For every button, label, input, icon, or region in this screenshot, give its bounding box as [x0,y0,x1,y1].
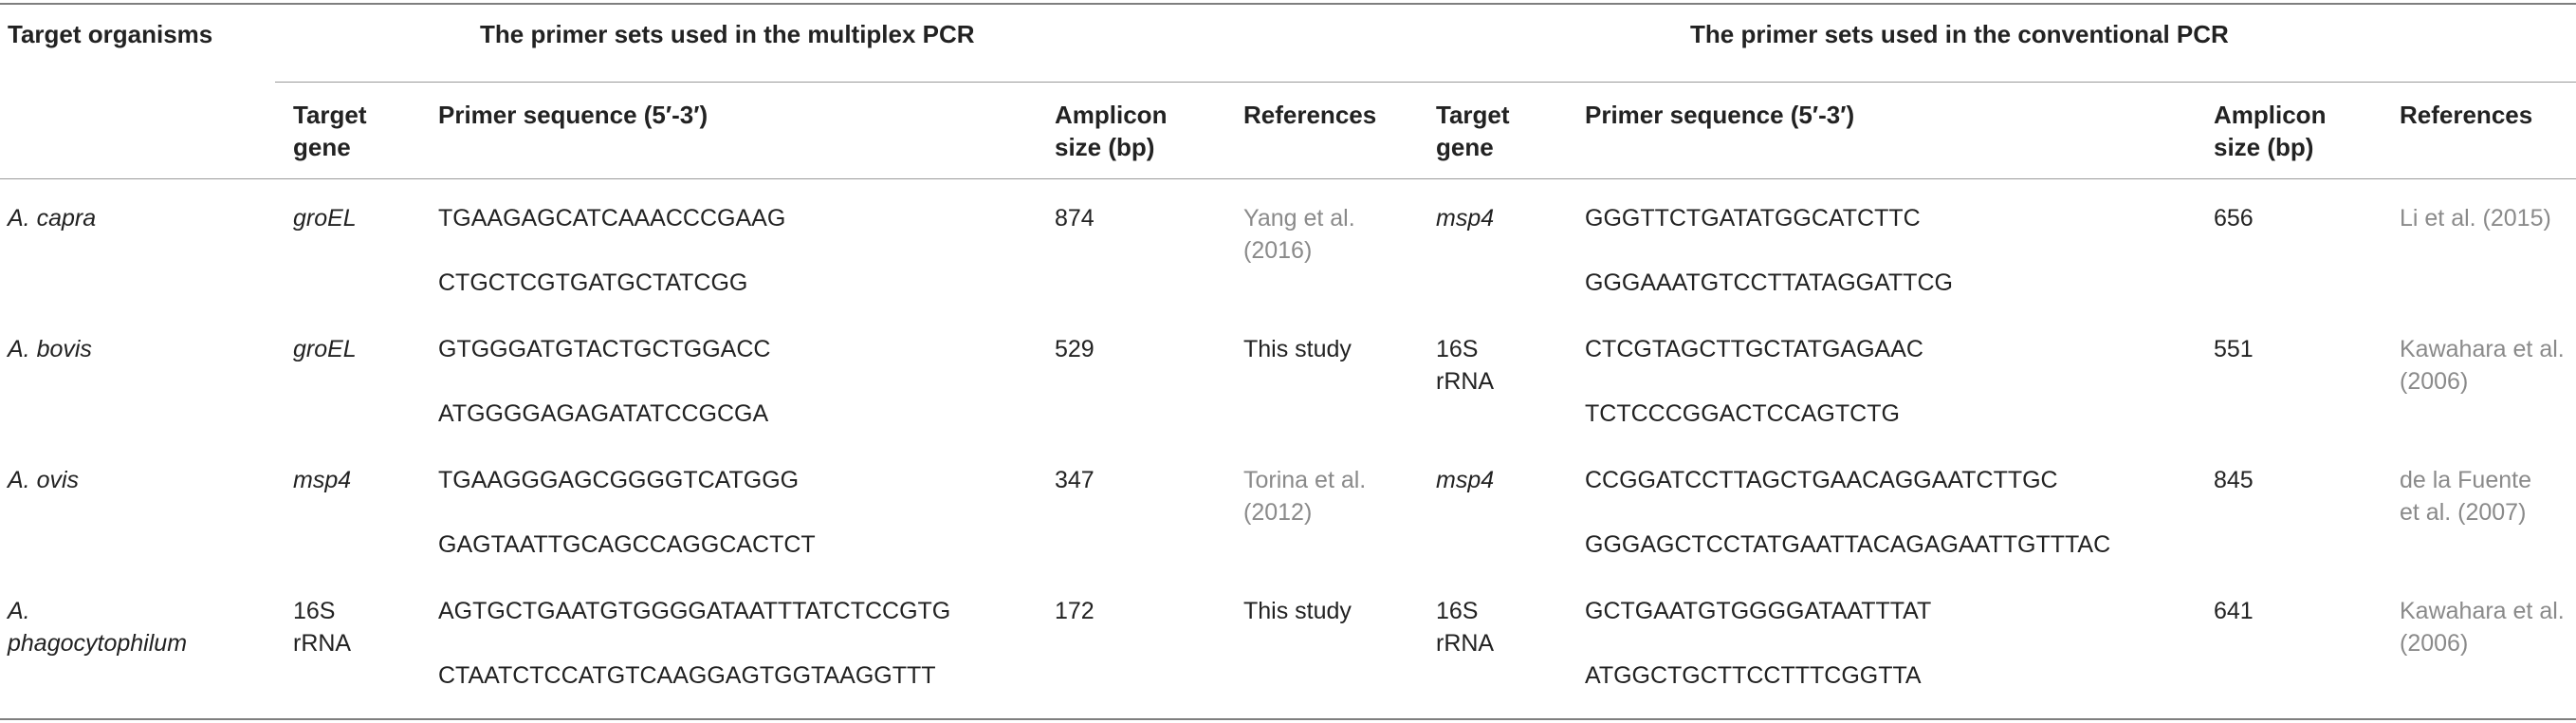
cell-multiplex-amplicon-size: 874 [1055,205,1095,232]
cell-multiplex-gene: groEL [293,202,357,234]
cell-multiplex-reference: This study [1243,333,1352,365]
cell-multiplex-reference-line: (2012) [1243,499,1313,526]
cell-conventional-gene-line: msp4 [1436,205,1495,232]
cell-conventional-primer-reverse: ATGGCTGCTTCCTTTCGGTTA [1585,662,1922,689]
m-header-references: References [1243,101,1377,129]
cell-conventional-primer-reverse: TCTCCCGGACTCCAGTCTG [1585,400,1900,427]
m-header-target-gene-line: gene [293,133,351,161]
cell-multiplex-gene: msp4 [293,464,351,496]
cell-conventional-primer-reverse: GGGAGCTCCTATGAATTACAGAGAATTGTTTAC [1585,531,2111,558]
cell-organism: A. ovis [8,464,79,496]
cell-conventional-reference-line: Li et al. (2015) [2400,205,2551,232]
cell-conventional-primer-reverse: GGGAAATGTCCTTATAGGATTCG [1585,269,1953,296]
cell-conventional-gene: 16S rRNA [1436,333,1494,398]
cell-organism: A. bovis [8,333,92,365]
header-target-organisms: Target organisms [8,20,213,48]
cell-multiplex-reference: Yang et al. (2016) [1243,202,1355,267]
cell-multiplex-primer-forward: TGAAGAGCATCAAACCCGAAG [438,205,786,232]
c-header-references: References [2400,101,2533,129]
cell-multiplex-primer-forward: TGAAGGGAGCGGGGTCATGGG [438,467,800,493]
cell-conventional-gene-line: msp4 [1436,467,1495,493]
c-header-target-gene-line: Target [1436,101,1510,129]
cell-conventional-primer-forward: CCGGATCCTTAGCTGAACAGGAATCTTGC [1585,467,2058,493]
cell-multiplex-reference-line: This study [1243,598,1352,624]
cell-multiplex-reference-line: This study [1243,336,1352,362]
cell-multiplex-gene-line: msp4 [293,467,352,493]
cell-multiplex-primer-forward: AGTGCTGAATGTGGGGATAATTTATCTCCGTG [438,598,951,624]
cell-organism-line: A. [8,598,30,624]
cell-multiplex-amplicon-size: 529 [1055,336,1095,362]
cell-organism-line: A. bovis [8,336,92,362]
m-header-amplicon-size: Amplicon size (bp) [1055,99,1167,163]
header-conventional-group: The primer sets used in the conventional… [1690,20,2229,48]
cell-multiplex-reference-line: Torina et al. [1243,467,1367,493]
cell-multiplex-gene-line: groEL [293,205,357,232]
cell-conventional-reference-line: (2006) [2400,368,2469,395]
cell-multiplex-gene-line: 16S [293,598,336,624]
cell-organism-line: phagocytophilum [8,630,188,657]
cell-conventional-gene-line: rRNA [1436,368,1495,395]
cell-multiplex-primer-reverse: ATGGGGAGAGATATCCGCGA [438,400,769,427]
cell-conventional-reference: Li et al. (2015) [2400,202,2551,234]
c-header-primer-sequence: Primer sequence (5′-3′) [1585,101,1855,129]
cell-conventional-primer-forward: CTCGTAGCTTGCTATGAGAAC [1585,336,1923,362]
cell-organism: A. capra [8,202,96,234]
cell-conventional-amplicon-size: 845 [2214,467,2254,493]
group-header-rule [275,82,2576,83]
m-header-primer-sequence: Primer sequence (5′-3′) [438,101,708,129]
cell-conventional-reference: de la Fuente et al. (2007) [2400,464,2531,528]
cell-multiplex-reference-line: Yang et al. [1243,205,1355,232]
cell-multiplex-reference-line: (2016) [1243,237,1313,264]
cell-multiplex-reference: This study [1243,595,1352,627]
cell-conventional-reference-line: Kawahara et al. [2400,336,2565,362]
c-header-amplicon-size: Amplicon size (bp) [2214,99,2326,163]
cell-multiplex-primer-reverse: GAGTAATTGCAGCCAGGCACTCT [438,531,816,558]
cell-conventional-reference: Kawahara et al. (2006) [2400,595,2565,659]
cell-organism-line: A. capra [8,205,97,232]
c-header-amplicon-size-line: size (bp) [2214,133,2314,161]
c-header-target-gene-line: gene [1436,133,1494,161]
cell-multiplex-gene-line: groEL [293,336,357,362]
table-bottom-rule [0,718,2576,720]
cell-multiplex-primer-reverse: CTGCTCGTGATGCTATCGG [438,269,748,296]
cell-conventional-reference: Kawahara et al. (2006) [2400,333,2565,398]
m-header-target-gene: Target gene [293,99,367,163]
m-header-target-gene-line: Target [293,101,367,129]
m-header-amplicon-size-line: Amplicon [1055,101,1168,129]
cell-conventional-gene: msp4 [1436,202,1494,234]
cell-conventional-amplicon-size: 551 [2214,336,2254,362]
cell-multiplex-gene: 16S rRNA [293,595,351,659]
c-header-amplicon-size-line: Amplicon [2214,101,2327,129]
cell-multiplex-reference: Torina et al. (2012) [1243,464,1366,528]
cell-conventional-primer-forward: GGGTTCTGATATGGCATCTTC [1585,205,1921,232]
cell-multiplex-amplicon-size: 347 [1055,467,1095,493]
header-bottom-rule [0,178,2576,179]
header-multiplex-group: The primer sets used in the multiplex PC… [480,20,975,48]
cell-conventional-reference-line: de la Fuente [2400,467,2531,493]
cell-conventional-amplicon-size: 641 [2214,598,2254,624]
cell-conventional-gene-line: rRNA [1436,630,1495,657]
cell-conventional-reference-line: (2006) [2400,630,2469,657]
cell-multiplex-amplicon-size: 172 [1055,598,1095,624]
cell-conventional-amplicon-size: 656 [2214,205,2254,232]
cell-conventional-gene-line: 16S [1436,336,1479,362]
m-header-amplicon-size-line: size (bp) [1055,133,1155,161]
cell-conventional-gene: msp4 [1436,464,1494,496]
cell-organism: A. phagocytophilum [8,595,187,659]
cell-conventional-primer-forward: GCTGAATGTGGGGATAATTTAT [1585,598,1932,624]
cell-organism-line: A. ovis [8,467,80,493]
c-header-target-gene: Target gene [1436,99,1510,163]
cell-multiplex-gene-line: rRNA [293,630,352,657]
cell-conventional-gene-line: 16S [1436,598,1479,624]
cell-multiplex-primer-forward: GTGGGATGTACTGCTGGACC [438,336,771,362]
cell-conventional-reference-line: et al. (2007) [2400,499,2527,526]
cell-multiplex-primer-reverse: CTAATCTCCATGTCAAGGAGTGGTAAGGTTT [438,662,936,689]
table-top-rule [0,3,2576,5]
cell-multiplex-gene: groEL [293,333,357,365]
cell-conventional-gene: 16S rRNA [1436,595,1494,659]
cell-conventional-reference-line: Kawahara et al. [2400,598,2565,624]
